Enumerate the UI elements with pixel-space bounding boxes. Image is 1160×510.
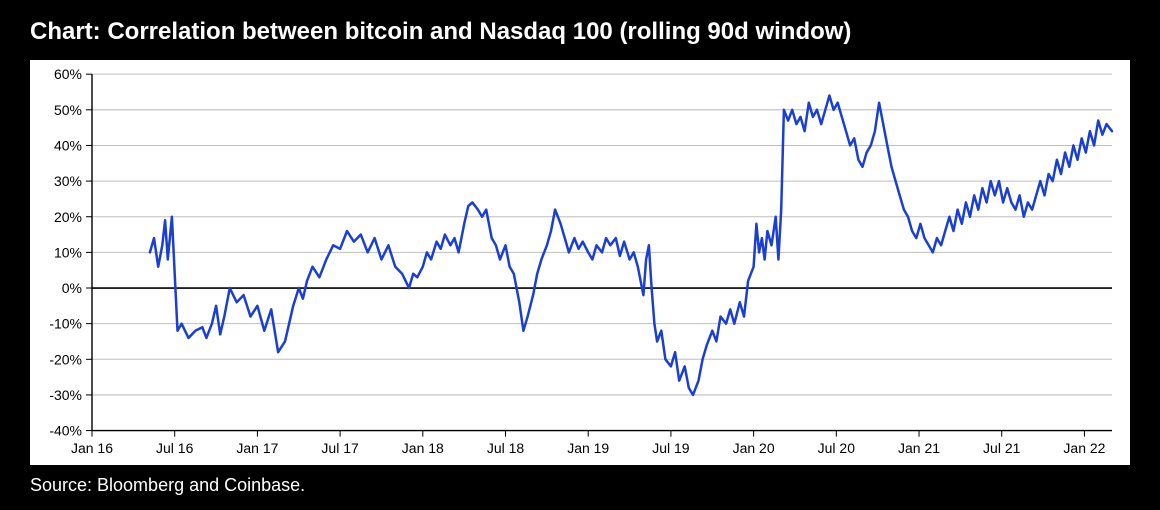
x-tick-label: Jul 18 [487,440,525,456]
x-tick-label: Jan 21 [898,440,940,456]
x-tick-label: Jan 22 [1063,440,1105,456]
x-tick-label: Jan 20 [733,440,775,456]
chart-plot-area: -40% -30% -20% -10% 0% 10% 20% 30% 40% 50% 60% Jan … [30,60,1130,465]
x-tick-label: Jan 16 [71,440,113,456]
y-tick-label: -40% [49,423,82,439]
chart-title: Chart: Correlation between bitcoin and N… [30,18,1130,46]
chart-source: Source: Bloomberg and Coinbase. [30,475,1130,496]
y-tick-label: 40% [54,137,82,153]
x-tick-label: Jul 19 [652,440,690,456]
x-tick-label: Jul 20 [818,440,856,456]
y-tick-label: 0% [62,280,83,296]
x-tick-label: Jul 16 [156,440,194,456]
correlation-series-line [150,96,1112,395]
x-tick-label: Jul 17 [321,440,359,456]
chart-container: Chart: Correlation between bitcoin and N… [0,0,1160,510]
x-tick-label: Jan 19 [567,440,609,456]
y-tick-label: 30% [54,173,82,189]
x-tick-label: Jul 21 [983,440,1021,456]
y-tick-label: -30% [49,387,82,403]
x-tick-label: Jan 18 [402,440,444,456]
y-tick-label: 10% [54,244,82,260]
y-tick-label: 50% [54,102,82,118]
x-tick-label: Jan 17 [236,440,278,456]
y-tick-label: -10% [49,316,82,332]
y-tick-label: 20% [54,209,82,225]
line-chart-svg: -40% -30% -20% -10% 0% 10% 20% 30% 40% 50% 60% Jan … [30,60,1130,465]
y-tick-label: -20% [49,351,82,367]
y-tick-label: 60% [54,66,82,82]
